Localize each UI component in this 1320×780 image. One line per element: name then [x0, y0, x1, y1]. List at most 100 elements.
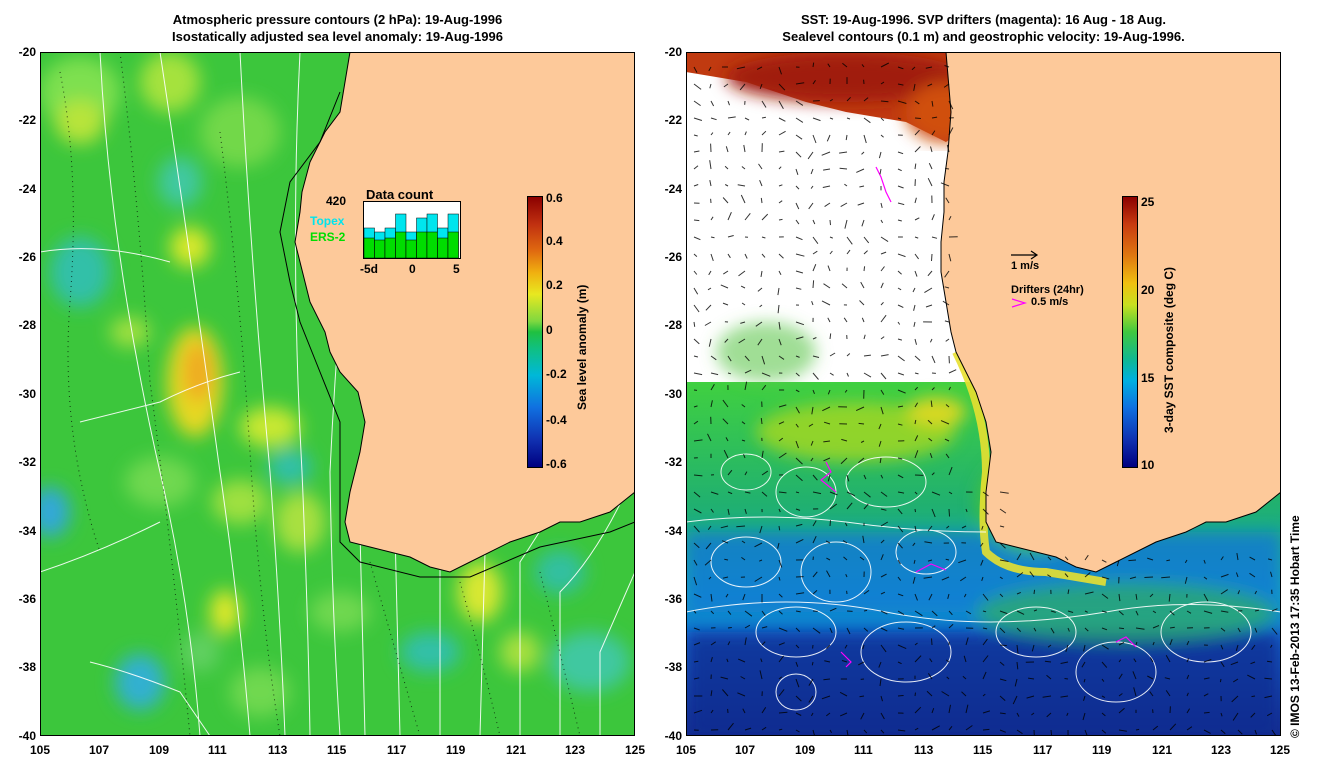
velocity-vector	[914, 270, 918, 277]
velocity-vector	[823, 421, 831, 425]
velocity-vector	[861, 64, 865, 68]
left-xtick: 111	[208, 743, 227, 757]
velocity-vector	[948, 725, 953, 731]
velocity-vector	[914, 610, 923, 617]
velocity-vector	[778, 559, 783, 568]
velocity-vector	[693, 253, 698, 257]
velocity-vector	[914, 508, 916, 513]
velocity-vector	[928, 593, 933, 601]
velocity-vector	[878, 151, 882, 159]
velocity-vector	[744, 117, 750, 121]
velocity-vector	[727, 610, 732, 615]
velocity-vector	[1047, 574, 1052, 578]
velocity-vector	[1271, 627, 1278, 635]
velocity-vector	[778, 610, 783, 615]
velocity-vector	[880, 491, 888, 497]
velocity-vector	[710, 253, 714, 262]
velocity-vector	[795, 491, 800, 494]
velocity-vector	[810, 457, 814, 462]
velocity-vector	[999, 491, 1009, 494]
velocity-vector	[928, 437, 933, 442]
velocity-vector	[982, 671, 987, 680]
velocity-vector	[1249, 556, 1256, 561]
velocity-vector	[808, 678, 814, 686]
velocity-vector	[1169, 610, 1175, 616]
velocity-vector	[1084, 554, 1089, 561]
velocity-vector	[795, 372, 800, 377]
velocity-vector	[811, 661, 814, 666]
velocity-vector	[1267, 558, 1273, 561]
velocity-vector	[710, 508, 714, 513]
velocity-vector	[1064, 573, 1069, 578]
velocity-vector	[980, 542, 984, 547]
velocity-vector	[914, 525, 917, 532]
velocity-vector	[693, 610, 697, 614]
velocity-vector	[880, 62, 890, 68]
velocity-vector	[829, 117, 834, 120]
right-ytick: -22	[664, 113, 682, 127]
velocity-vector	[1101, 678, 1105, 682]
velocity-vector	[927, 177, 933, 187]
velocity-vector	[880, 627, 888, 632]
velocity-vector	[827, 63, 831, 68]
velocity-vector	[709, 180, 712, 187]
velocity-vector	[880, 251, 887, 255]
velocity-vector	[965, 508, 968, 513]
velocity-vector	[944, 65, 950, 68]
right-xtick: 121	[1152, 743, 1173, 757]
velocity-vector	[897, 457, 903, 460]
velocity-vector	[965, 610, 972, 615]
velocity-vector	[724, 184, 729, 187]
velocity-vector	[880, 301, 884, 306]
velocity-vector	[1203, 693, 1209, 697]
velocity-vector	[963, 655, 967, 663]
right-map[interactable]	[686, 52, 1281, 736]
left-map[interactable]	[40, 52, 635, 736]
velocity-vector	[1264, 695, 1273, 699]
velocity-vector	[897, 627, 905, 630]
velocity-vector	[914, 253, 920, 260]
velocity-vector	[948, 508, 950, 517]
velocity-vector	[795, 406, 800, 414]
right-title: SST: 19-Aug-1996. SVP drifters (magenta)…	[686, 11, 1281, 45]
velocity-vector	[897, 185, 904, 189]
velocity-vector	[808, 695, 814, 703]
anomaly-colorbar-label: Sea level anomaly (m)	[575, 284, 589, 410]
velocity-vector	[846, 474, 850, 482]
velocity-vector	[758, 163, 763, 170]
velocity-vector	[829, 627, 833, 634]
velocity-vector	[795, 185, 800, 190]
velocity-vector	[897, 372, 905, 376]
velocity-vector	[931, 625, 936, 629]
right-ytick: -26	[664, 250, 682, 264]
velocity-vector	[744, 610, 753, 617]
velocity-vector	[829, 250, 833, 255]
velocity-vector	[778, 130, 786, 136]
velocity-vector	[727, 469, 733, 476]
left-xtick: 107	[89, 743, 110, 757]
inset-xtick-5: 5	[453, 262, 460, 276]
velocity-vector	[1220, 644, 1224, 650]
anomaly-tick-minus0.6: -0.6	[546, 457, 567, 471]
velocity-vector	[897, 405, 904, 408]
velocity-vector	[761, 355, 766, 365]
velocity-vector	[925, 66, 933, 69]
velocity-vector	[1084, 591, 1094, 595]
left-title-line2: Isostatically adjusted sea level anomaly…	[172, 29, 503, 44]
velocity-vector	[722, 197, 729, 204]
velocity-vector	[1118, 627, 1125, 630]
velocity-vector	[812, 571, 818, 578]
velocity-vector	[1152, 725, 1159, 731]
velocity-vector	[740, 194, 746, 204]
velocity-vector	[761, 450, 764, 459]
velocity-vector	[924, 541, 933, 544]
velocity-vector	[1165, 690, 1171, 697]
velocity-vector	[982, 655, 989, 663]
velocity-vector	[761, 384, 767, 391]
velocity-vector	[757, 338, 763, 346]
inset-bar-ers	[426, 231, 438, 259]
velocity-vector	[693, 576, 698, 586]
velocity-vector	[862, 535, 865, 544]
right-xtick: 107	[735, 743, 756, 757]
velocity-vector	[863, 134, 867, 144]
